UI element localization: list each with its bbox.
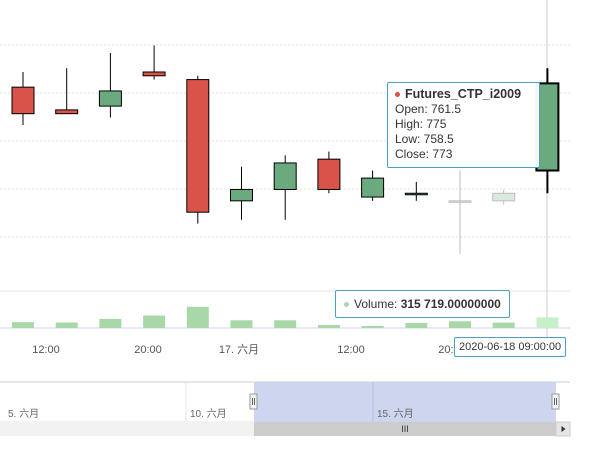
navigator-handle-left[interactable]: [249, 393, 258, 410]
tooltip-open: Open: 761.5: [395, 102, 462, 116]
candle[interactable]: [55, 68, 79, 115]
navigator-label: 10. 六月: [190, 408, 227, 420]
candle-body: [98, 90, 122, 107]
candle[interactable]: [142, 45, 166, 80]
x-tick-label: 12:00: [32, 344, 60, 356]
volume-bar[interactable]: [274, 320, 297, 328]
tooltip-low: Low: 758.5: [395, 132, 454, 146]
candle-body: [230, 188, 253, 202]
candle[interactable]: [273, 155, 297, 220]
volume-bar[interactable]: [186, 306, 209, 328]
x-axis-labels: 12:00 20:00 17. 六月 12:00 20:00: [32, 343, 466, 356]
volume-series: [12, 306, 559, 328]
x-tick-label: 20:00: [134, 344, 162, 356]
scrollbar-grip-icon: III: [401, 424, 409, 434]
volume-bar[interactable]: [449, 321, 471, 328]
volume-tooltip-label: Volume:: [354, 297, 401, 311]
tooltip-high: High: 775: [395, 117, 447, 131]
navigator[interactable]: 5. 六月 10. 六月 15. 六月: [0, 381, 570, 423]
candle[interactable]: [186, 75, 210, 224]
volume-bar[interactable]: [99, 318, 122, 328]
candle-body: [55, 109, 79, 115]
candle-body: [273, 162, 297, 190]
candle-body: [404, 192, 428, 196]
tooltip-title: Futures_CTP_i2009: [405, 87, 522, 101]
navigator-mask[interactable]: [254, 382, 556, 422]
candle[interactable]: [404, 181, 428, 201]
volume-bar[interactable]: [317, 324, 340, 328]
volume-tooltip: Volume: 315 719.00000000: [335, 290, 510, 318]
candle[interactable]: [317, 151, 341, 194]
candle-body: [11, 86, 35, 115]
crosshair-x-label: 2020-06-18 09:00:00: [454, 337, 567, 357]
volume-bar[interactable]: [536, 317, 559, 328]
ohlc-tooltip: Futures_CTP_i2009 Open: 761.5 High: 775 …: [387, 82, 540, 168]
candle-body: [448, 200, 472, 203]
candle-body: [142, 71, 166, 77]
volume-bar[interactable]: [143, 315, 166, 328]
volume-tooltip-value: 315 719.00000000: [400, 297, 501, 311]
candle[interactable]: [361, 170, 385, 201]
volume-bar[interactable]: [361, 325, 384, 328]
volume-marker-icon: [344, 302, 349, 308]
candle[interactable]: [230, 166, 253, 220]
candle[interactable]: [448, 170, 472, 254]
volume-bar[interactable]: [12, 322, 34, 328]
navigator-label: 5. 六月: [8, 408, 39, 420]
navigator-handle-right[interactable]: [551, 393, 560, 410]
scrollbar-thumb[interactable]: [254, 422, 556, 436]
arrow-right-icon: [561, 426, 566, 432]
price-series[interactable]: [11, 45, 560, 254]
candle[interactable]: [98, 53, 122, 118]
navigator-label: 15. 六月: [377, 408, 414, 420]
volume-bar[interactable]: [492, 322, 515, 328]
volume-bar[interactable]: [405, 322, 428, 328]
tooltip-close: Close: 773: [395, 147, 453, 161]
candle[interactable]: [492, 189, 516, 205]
candle-body: [186, 79, 210, 213]
series-marker-icon: [395, 92, 400, 98]
x-tick-label: 12:00: [337, 344, 365, 356]
candle-body: [317, 158, 341, 190]
candle-body: [492, 192, 516, 202]
volume-bar[interactable]: [55, 322, 78, 328]
candle-body: [361, 177, 385, 198]
scrollbar[interactable]: III: [0, 421, 571, 437]
candle[interactable]: [11, 72, 35, 126]
x-tick-label: 17. 六月: [219, 343, 259, 356]
volume-bar[interactable]: [230, 320, 253, 328]
